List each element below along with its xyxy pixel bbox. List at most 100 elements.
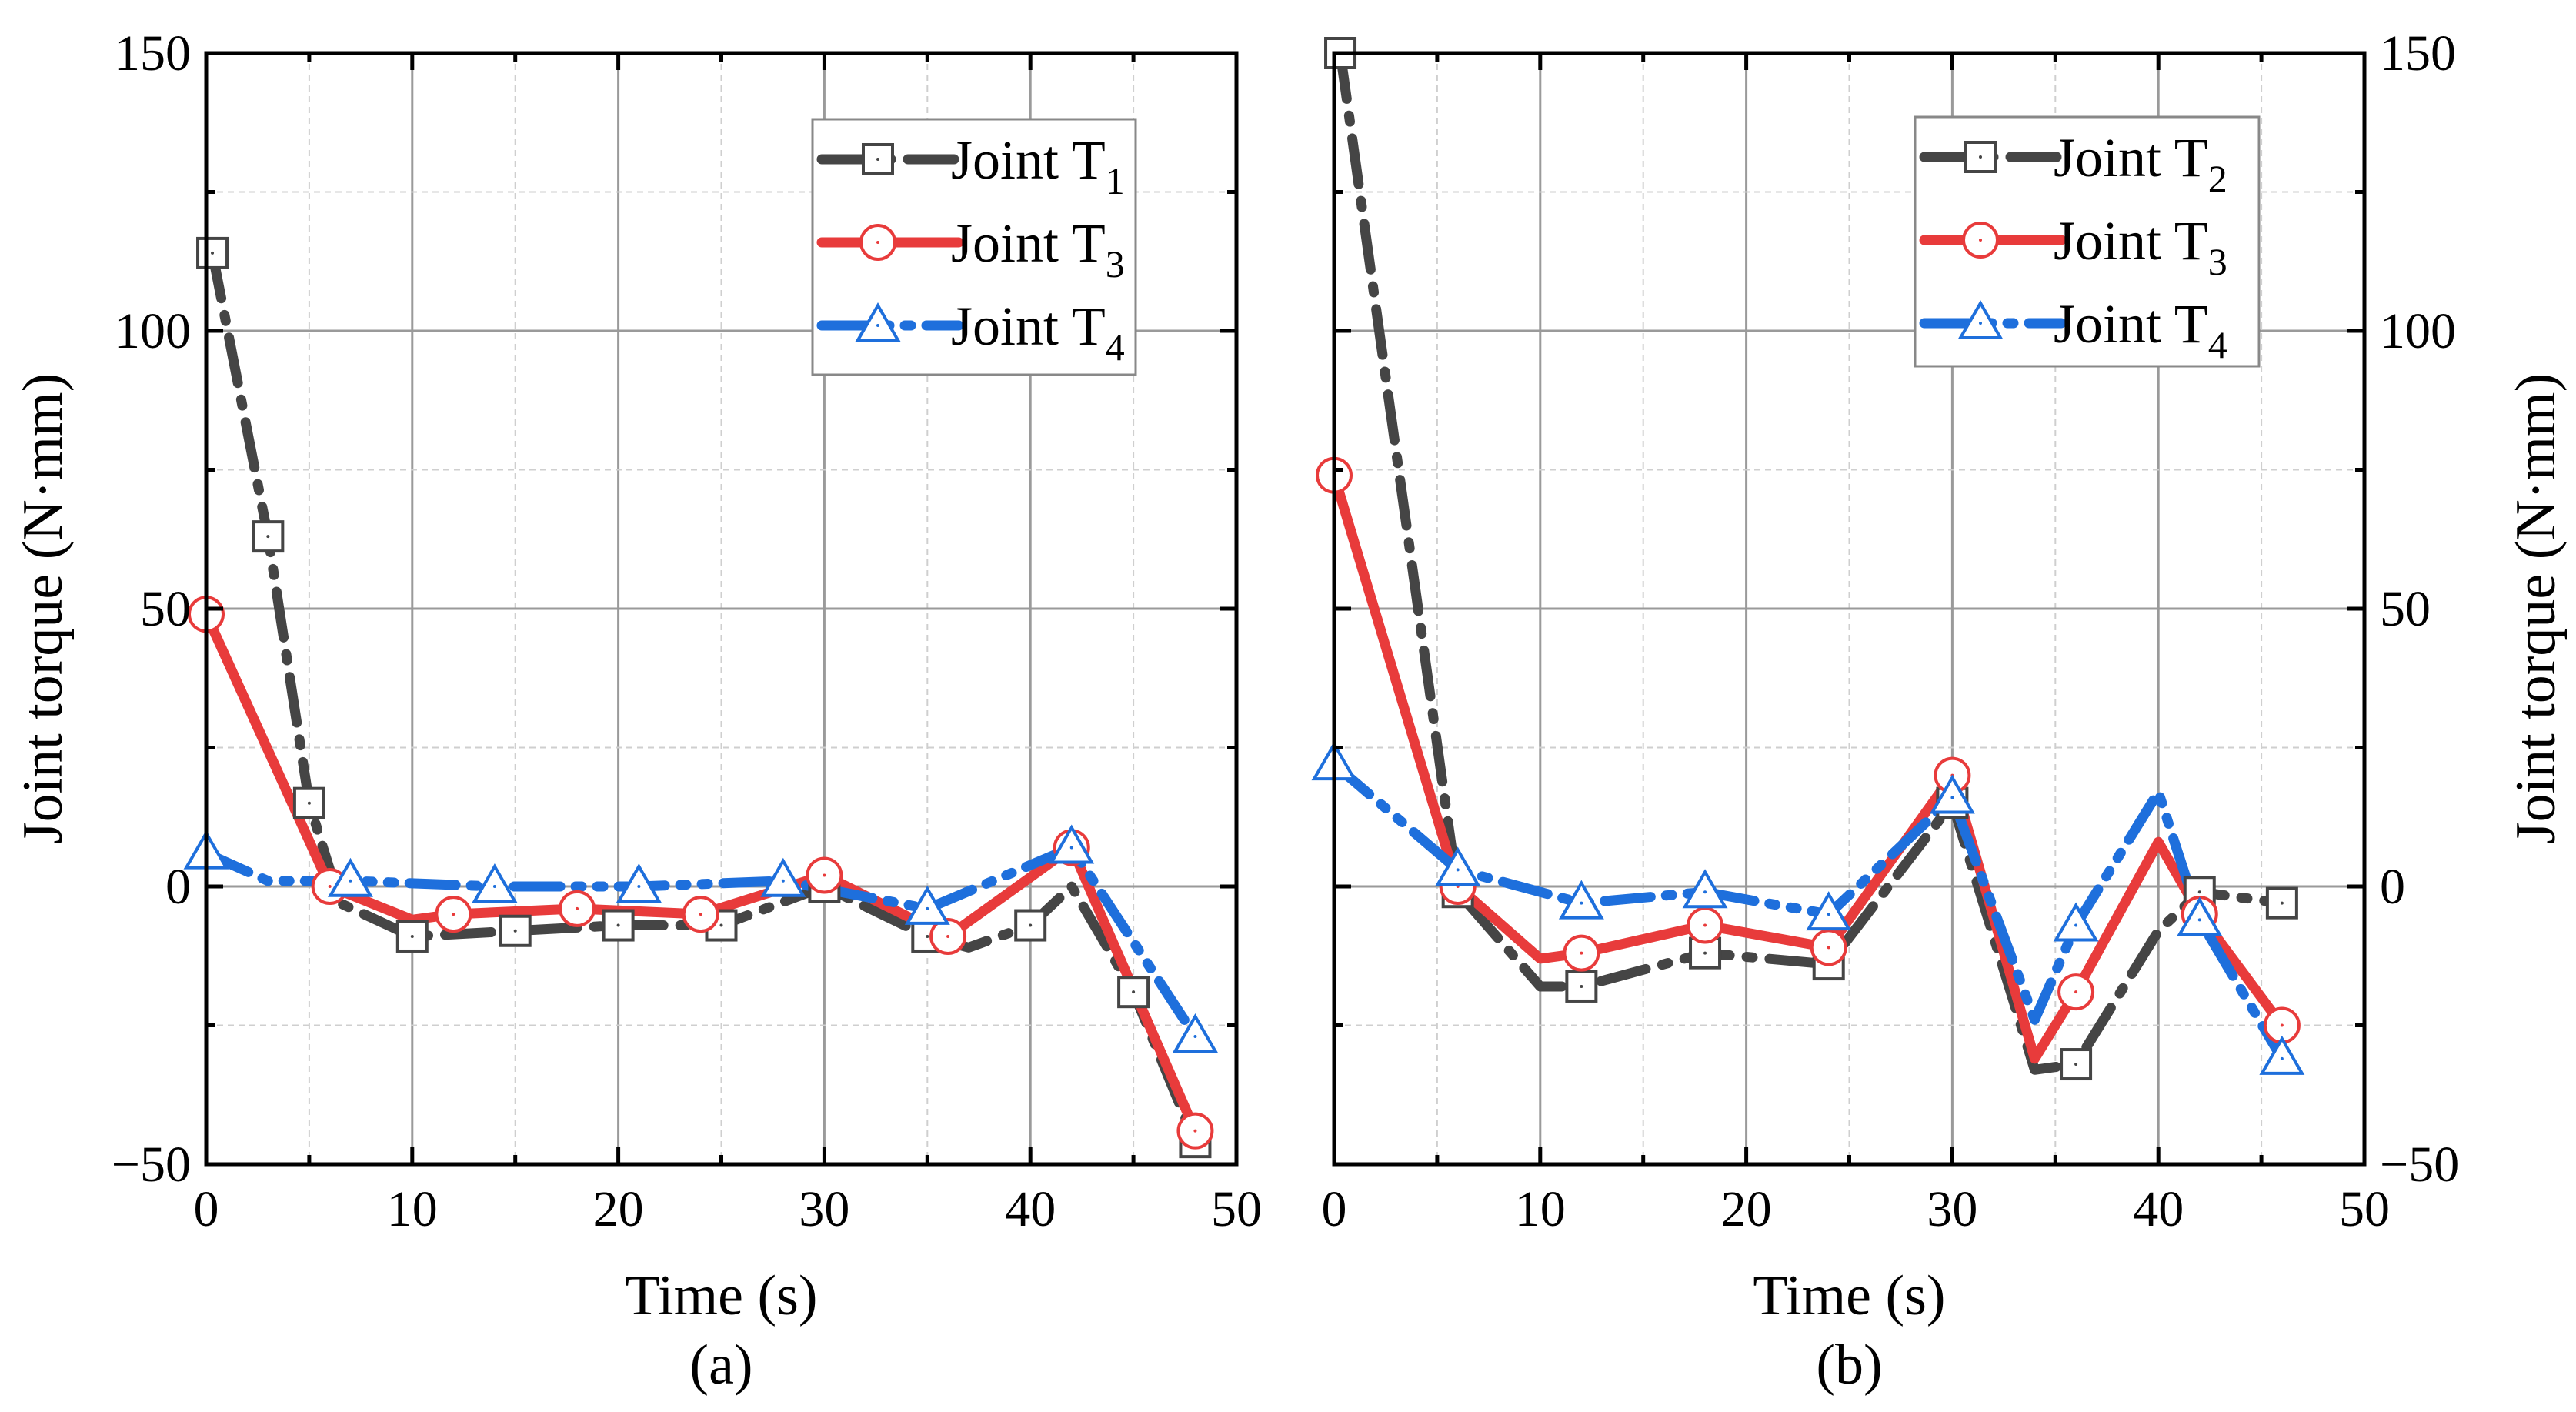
x-axis-title: Time (s) [1753,1264,1945,1327]
data-point-T3-center [946,934,950,938]
data-point-T4 [472,863,518,903]
legend-marker-T4-center [876,324,879,327]
y-tick-label: −50 [2380,1137,2459,1193]
x-tick-label: 40 [1005,1181,1056,1237]
y-tick-label: 100 [115,303,191,359]
data-point-T2-center [1703,951,1707,955]
x-tick-label: 10 [387,1181,438,1237]
x-axis-title: Time (s) [625,1264,817,1327]
data-point-T1-center [266,535,270,539]
data-point-T4-center [781,879,785,883]
legend-marker-T4-center [1979,322,1982,325]
data-point-T4-center [1827,913,1830,916]
data-point-T4-center [1069,846,1073,850]
y-tick-label: 0 [165,859,191,915]
panel-label: (a) [689,1334,752,1397]
legend-label-subscript: 1 [1106,159,1125,202]
data-point-T3-center [699,913,702,916]
legend-label-subscript: 3 [2208,240,2227,283]
legend-label-text: Joint T [951,129,1106,191]
data-point-T3-center [2280,1023,2284,1027]
data-point-T4 [760,857,806,897]
legend-label-subscript: 3 [1106,242,1125,285]
data-point-T4 [1929,774,1975,814]
data-point-T3-center [1193,1129,1197,1133]
legend-marker-T3-center [876,241,879,244]
data-point-T4 [904,885,950,925]
data-point-T1-center [1132,990,1136,994]
data-point-T4 [327,857,373,897]
x-tick-label: 10 [1515,1181,1566,1237]
y-axis-title: Joint torque (N·mm) [12,373,75,844]
legend-marker-T4 [855,302,901,342]
data-point-T3-center [2074,990,2078,994]
y-tick-label: 50 [140,581,191,637]
data-point-T4-center [2074,923,2078,927]
data-point-T4 [2259,1035,2305,1075]
data-point-T2-center [2074,1063,2078,1067]
series-line-T3 [1329,470,2287,1064]
legend-label-subscript: 4 [2208,323,2227,366]
data-point-T2-center [2280,901,2284,905]
y-tick-label: 150 [2380,25,2456,82]
data-point-T4-center [1580,901,1583,905]
data-point-T1-center [307,801,311,805]
data-point-T4 [2177,896,2223,936]
legend-marker-T2-center [1979,155,1982,159]
legend-label-text: Joint T [2054,210,2208,272]
data-point-T4 [1682,869,1728,909]
data-point-T4 [2053,902,2099,942]
data-point-T3-center [576,906,579,910]
y-tick-label: 150 [115,25,191,82]
legend-label-T2: Joint T2 [2054,127,2227,200]
x-tick-label: 20 [1721,1181,1772,1237]
data-point-T1-center [719,923,723,927]
legend-label-text: Joint T [2054,293,2208,355]
legend-label-T3: Joint T3 [951,212,1125,285]
data-point-T2-center [1580,984,1583,988]
data-point-T4-center [2197,918,2201,922]
legend-label-subscript: 4 [1106,325,1125,369]
panel-label: (b) [1816,1334,1882,1397]
series-line-T1 [207,248,1200,1147]
data-point-T4-center [1193,1034,1197,1038]
y-tick-label: 50 [2380,581,2431,637]
y-axis-title: Joint torque (N·mm) [2504,373,2568,844]
data-point-T4-center [492,885,496,888]
data-point-T3-center [1580,951,1583,955]
legend-label-text: Joint T [2054,127,2208,189]
series-line-T3 [201,609,1200,1137]
legend-label-T4: Joint T4 [2054,293,2227,366]
data-point-T4-center [1703,890,1707,894]
data-point-T4-center [637,885,641,888]
data-point-T1-center [211,251,215,255]
y-tick-label: 0 [2380,859,2405,915]
data-point-T4 [1806,891,1852,931]
data-point-T1-center [1029,923,1033,927]
data-point-T3-center [1703,923,1707,927]
data-point-T3-center [328,885,332,888]
legend-marker-T4 [1957,300,2004,339]
data-point-T3-center [452,913,455,916]
data-point-T3-center [823,873,826,877]
x-tick-label: 0 [194,1181,219,1237]
x-tick-label: 50 [1211,1181,1262,1237]
data-point-T1 [602,909,635,942]
x-tick-label: 0 [1322,1181,1347,1237]
series-line-T2 [1335,48,2287,1075]
data-point-T1 [1117,976,1150,1009]
data-point-T1-center [616,923,620,927]
data-point-T1-center [410,934,414,938]
data-point-T1 [292,786,325,819]
data-point-T4-center [2280,1056,2284,1060]
legend-marker-T3-center [1979,239,1982,242]
y-tick-label: 100 [2380,303,2456,359]
x-tick-label: 30 [1927,1181,1977,1237]
legend-label-text: Joint T [951,295,1106,357]
legend-label-T3: Joint T3 [2054,210,2227,283]
x-tick-label: 50 [2339,1181,2390,1237]
data-point-T4 [1558,880,1604,920]
legend-label-text: Joint T [951,212,1106,274]
